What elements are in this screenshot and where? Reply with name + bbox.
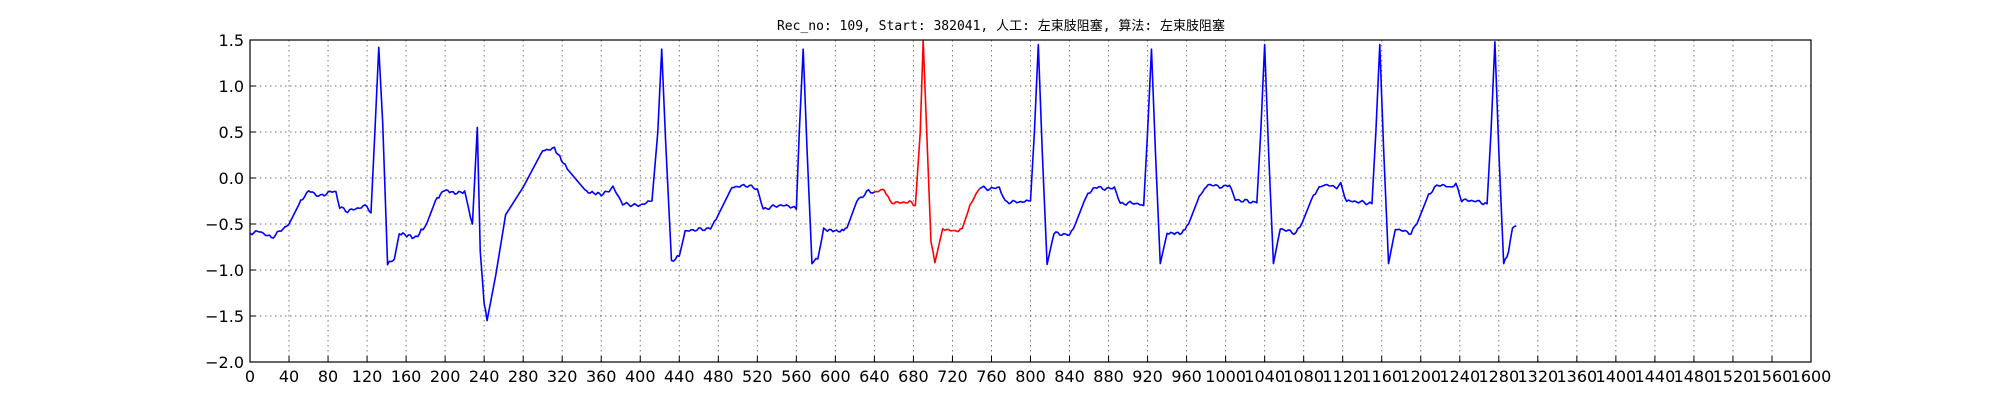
x-tick-label: 760 [976, 367, 1007, 386]
x-tick-label: 480 [703, 367, 734, 386]
x-tick-label: 960 [1171, 367, 1202, 386]
x-tick-label: 1120 [1322, 367, 1363, 386]
x-tick-label: 200 [430, 367, 461, 386]
y-tick-label: −0.5 [205, 215, 244, 234]
x-tick-label: 560 [781, 367, 812, 386]
x-tick-label: 1480 [1674, 367, 1715, 386]
chart-title: Rec_no: 109, Start: 382041, 人工: 左束肢阻塞, 算… [777, 18, 1225, 34]
ecg-segment-0 [249, 46, 875, 322]
x-tick-label: 1400 [1596, 367, 1637, 386]
y-tick-label: 0.5 [219, 123, 244, 142]
x-tick-label: 640 [859, 367, 890, 386]
x-tick-label: 800 [1015, 367, 1046, 386]
x-tick-label: 40 [279, 367, 299, 386]
y-tick-label: 1.0 [219, 77, 244, 96]
y-tick-label: −2.0 [205, 353, 244, 372]
x-tick-label: 120 [352, 367, 383, 386]
x-tick-label: 920 [1132, 367, 1163, 386]
x-tick-label: 1200 [1400, 367, 1441, 386]
x-tick-label: 1240 [1439, 367, 1480, 386]
y-tick-label: 0.0 [219, 169, 244, 188]
x-tick-label: 880 [1093, 367, 1124, 386]
x-tick-label: 1000 [1205, 367, 1246, 386]
x-tick-label: 1360 [1556, 367, 1597, 386]
x-tick-label: 1600 [1791, 367, 1832, 386]
grid-layer [250, 40, 1811, 362]
x-tick-label: 1160 [1361, 367, 1402, 386]
x-tick-label: 1520 [1713, 367, 1754, 386]
x-tick-label: 360 [586, 367, 617, 386]
x-tick-label: 1080 [1283, 367, 1324, 386]
x-tick-label: 320 [547, 367, 578, 386]
x-tick-label: 1040 [1244, 367, 1285, 386]
x-tick-label: 600 [820, 367, 851, 386]
x-tick-label: 840 [1054, 367, 1085, 386]
x-tick-label: 1440 [1635, 367, 1676, 386]
x-tick-label: 400 [625, 367, 656, 386]
axis-layer: 0 40 80 120 160 200 240 280 320 360 400 440 480 520 56… [205, 31, 1831, 386]
ecg-segment-2 [979, 41, 1517, 266]
x-tick-label: 280 [508, 367, 539, 386]
x-tick-label: 680 [898, 367, 929, 386]
x-tick-label: 720 [937, 367, 968, 386]
x-tick-label: 1280 [1478, 367, 1519, 386]
y-tick-label: −1.5 [205, 307, 244, 326]
x-tick-label: 440 [664, 367, 695, 386]
x-tick-label: 1320 [1517, 367, 1558, 386]
y-tick-label: 1.5 [219, 31, 244, 50]
x-tick-label: 520 [742, 367, 773, 386]
y-tick-label: −1.0 [205, 261, 244, 280]
x-tick-label: 80 [318, 367, 338, 386]
x-tick-label: 1560 [1752, 367, 1793, 386]
x-tick-label: 0 [245, 367, 255, 386]
series-layer [249, 39, 1517, 322]
ecg-segment-1 [874, 39, 981, 264]
x-tick-label: 160 [391, 367, 422, 386]
x-tick-label: 240 [469, 367, 500, 386]
